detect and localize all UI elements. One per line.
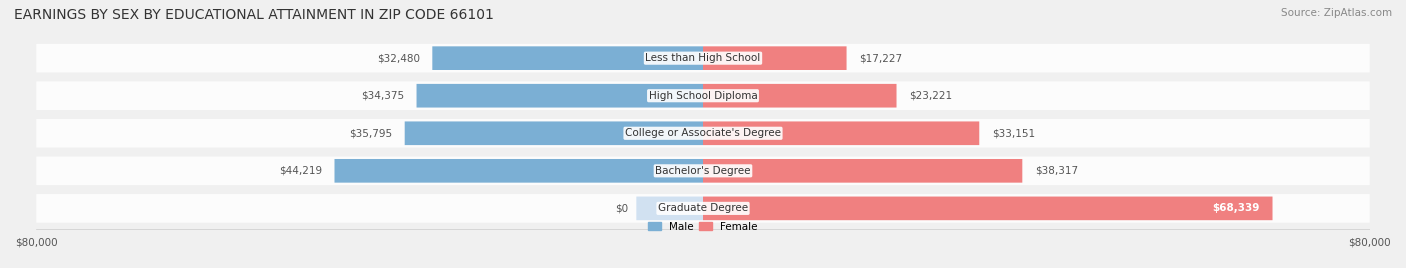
Legend: Male, Female: Male, Female (648, 222, 758, 232)
FancyBboxPatch shape (703, 84, 897, 107)
FancyBboxPatch shape (37, 194, 1369, 223)
FancyBboxPatch shape (703, 196, 1272, 220)
FancyBboxPatch shape (37, 119, 1369, 148)
FancyBboxPatch shape (703, 121, 979, 145)
FancyBboxPatch shape (703, 159, 1022, 183)
FancyBboxPatch shape (37, 157, 1369, 185)
Text: Source: ZipAtlas.com: Source: ZipAtlas.com (1281, 8, 1392, 18)
FancyBboxPatch shape (703, 46, 846, 70)
Text: $33,151: $33,151 (991, 128, 1035, 138)
FancyBboxPatch shape (416, 84, 703, 107)
Text: $68,339: $68,339 (1212, 203, 1260, 213)
Text: Less than High School: Less than High School (645, 53, 761, 63)
Text: High School Diploma: High School Diploma (648, 91, 758, 101)
FancyBboxPatch shape (37, 44, 1369, 72)
FancyBboxPatch shape (405, 121, 703, 145)
Text: Graduate Degree: Graduate Degree (658, 203, 748, 213)
Text: $0: $0 (614, 203, 628, 213)
Text: $44,219: $44,219 (278, 166, 322, 176)
Text: $38,317: $38,317 (1035, 166, 1078, 176)
FancyBboxPatch shape (37, 81, 1369, 110)
FancyBboxPatch shape (335, 159, 703, 183)
Text: $23,221: $23,221 (910, 91, 952, 101)
Text: College or Associate's Degree: College or Associate's Degree (626, 128, 780, 138)
FancyBboxPatch shape (432, 46, 703, 70)
Text: $35,795: $35,795 (349, 128, 392, 138)
Text: $32,480: $32,480 (377, 53, 420, 63)
Text: $17,227: $17,227 (859, 53, 903, 63)
Text: EARNINGS BY SEX BY EDUCATIONAL ATTAINMENT IN ZIP CODE 66101: EARNINGS BY SEX BY EDUCATIONAL ATTAINMEN… (14, 8, 494, 22)
FancyBboxPatch shape (637, 196, 703, 220)
Text: Bachelor's Degree: Bachelor's Degree (655, 166, 751, 176)
Text: $34,375: $34,375 (361, 91, 404, 101)
